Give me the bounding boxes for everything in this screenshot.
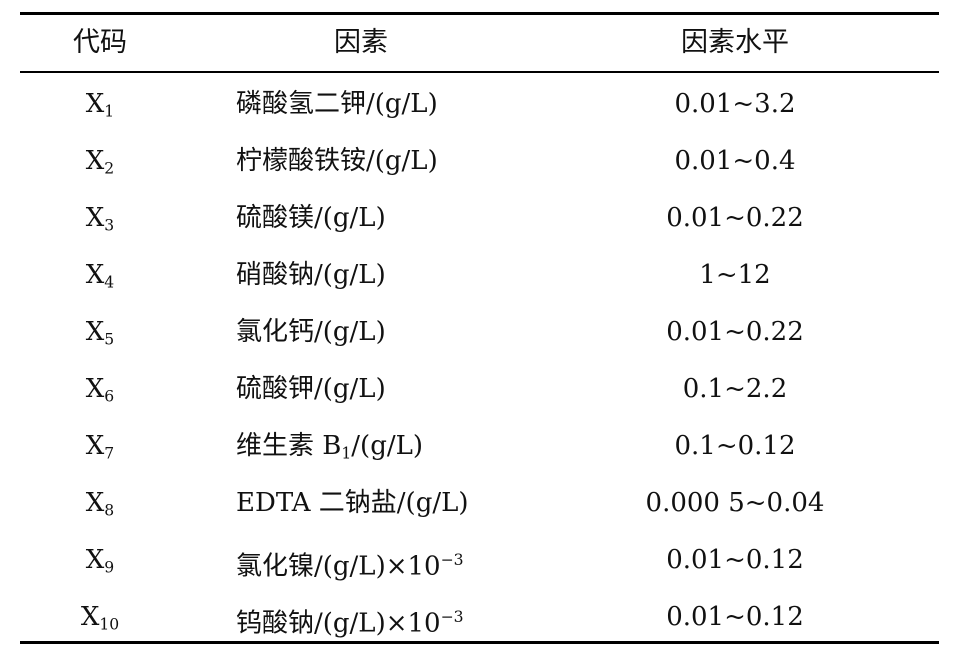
table-header-rule — [20, 71, 939, 73]
row-level: 0.1~2.2 — [682, 374, 788, 404]
row-code: X3 — [85, 203, 115, 235]
row-factor: 氯化钙/(g/L) — [236, 317, 386, 347]
row-code: X2 — [85, 146, 115, 178]
row-level: 0.01~0.12 — [666, 545, 804, 575]
table-row: X4 硝酸钠/(g/L) 1~12 — [0, 247, 959, 304]
table-row: X6 硫酸钾/(g/L) 0.1~2.2 — [0, 361, 959, 418]
row-level: 0.000 5~0.04 — [645, 488, 825, 518]
row-code: X6 — [85, 374, 115, 406]
row-level: 0.01~0.22 — [666, 203, 804, 233]
row-level: 0.01~0.4 — [674, 146, 796, 176]
header-level: 因素水平 — [681, 27, 789, 58]
table-row: X2 柠檬酸铁铵/(g/L) 0.01~0.4 — [0, 133, 959, 190]
row-factor: EDTA 二钠盐/(g/L) — [236, 488, 469, 518]
row-factor: 钨酸钠/(g/L)×10−3 — [236, 608, 464, 639]
header-code: 代码 — [73, 27, 127, 58]
table-row: X10 钨酸钠/(g/L)×10−3 0.01~0.12 — [0, 589, 959, 646]
row-code: X5 — [85, 317, 115, 349]
row-code: X10 — [80, 602, 120, 634]
row-level: 1~12 — [699, 260, 771, 290]
row-level: 0.01~3.2 — [674, 89, 796, 119]
table-row: X9 氯化镍/(g/L)×10−3 0.01~0.12 — [0, 532, 959, 589]
row-factor: 磷酸氢二钾/(g/L) — [236, 89, 438, 119]
table-top-rule — [20, 12, 939, 15]
row-code: X7 — [85, 431, 115, 463]
table-bottom-rule — [20, 641, 939, 644]
table-header-row: 代码 因素 因素水平 — [0, 15, 959, 71]
row-factor: 氯化镍/(g/L)×10−3 — [236, 551, 464, 582]
row-factor: 硫酸镁/(g/L) — [236, 203, 386, 233]
table-row: X3 硫酸镁/(g/L) 0.01~0.22 — [0, 190, 959, 247]
row-factor: 维生素 B1/(g/L) — [236, 431, 424, 463]
row-code: X1 — [85, 89, 115, 121]
row-level: 0.1~0.12 — [674, 431, 796, 461]
header-factor: 因素 — [334, 27, 388, 58]
row-code: X4 — [85, 260, 115, 292]
table-row: X7 维生素 B1/(g/L) 0.1~0.12 — [0, 418, 959, 475]
table-row: X5 氯化钙/(g/L) 0.01~0.22 — [0, 304, 959, 361]
row-level: 0.01~0.12 — [666, 602, 804, 632]
table-row: X1 磷酸氢二钾/(g/L) 0.01~3.2 — [0, 76, 959, 133]
table-row: X8 EDTA 二钠盐/(g/L) 0.000 5~0.04 — [0, 475, 959, 532]
row-factor: 硝酸钠/(g/L) — [236, 260, 386, 290]
row-factor: 硫酸钾/(g/L) — [236, 374, 386, 404]
row-factor: 柠檬酸铁铵/(g/L) — [236, 146, 438, 176]
row-level: 0.01~0.22 — [666, 317, 804, 347]
row-code: X9 — [85, 545, 115, 577]
row-code: X8 — [85, 488, 115, 520]
